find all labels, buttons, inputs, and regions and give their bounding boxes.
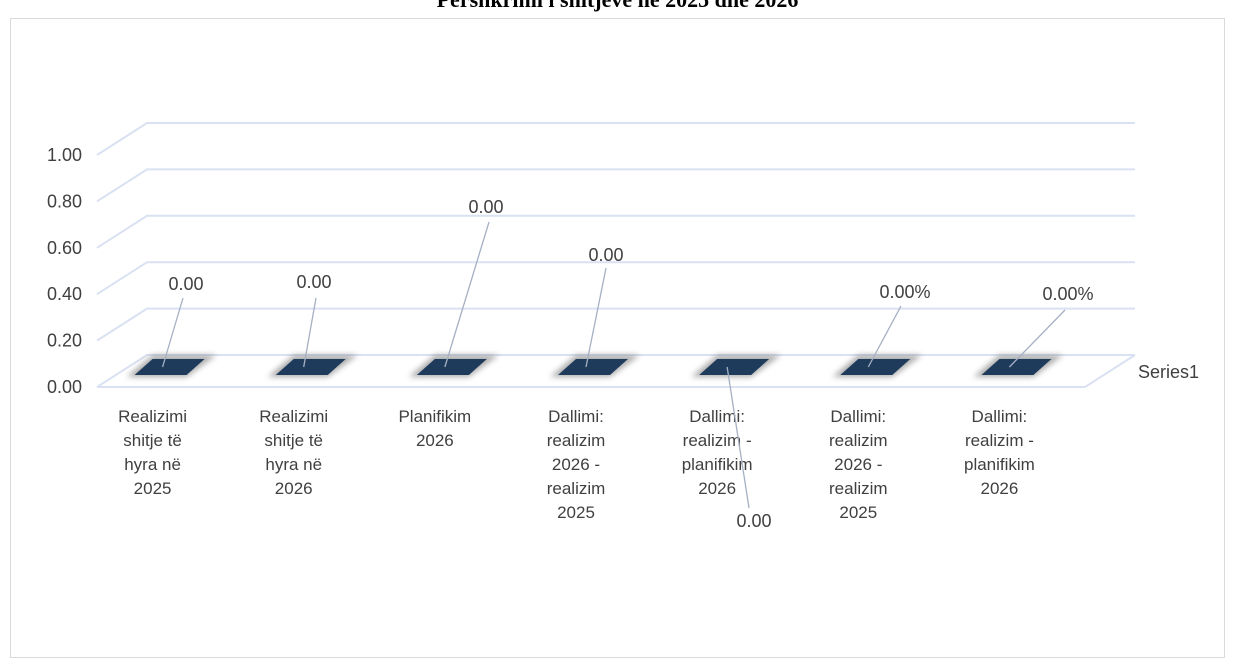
legend-series1: Series1 <box>1138 362 1199 382</box>
data-label: 0.00% <box>1042 284 1093 304</box>
data-label-leader <box>161 297 184 368</box>
x-category-label: Dallimi: realizim 2026 -realizim 2025 <box>829 407 888 522</box>
data-label: 0.00% <box>879 282 930 302</box>
x-category-label: Dallimi: realizim -planifikim 2026 <box>682 407 753 498</box>
y-tick-label: 0.20 <box>47 331 82 351</box>
x-category-label: Planifikim 2026 <box>398 407 471 450</box>
bar-chart-3d: 0.00 0.20 0.40 0.60 0.80 1.00 Series1 Realizimi… <box>47 122 1199 531</box>
bar <box>275 359 346 375</box>
data-label: 0.00 <box>296 272 331 292</box>
data-label: 0.00 <box>168 274 203 294</box>
gridline <box>96 354 1135 388</box>
x-category-label: Realizimi shitje të hyra në 2026 <box>259 407 328 498</box>
data-label-leader <box>444 221 490 368</box>
y-tick-label: 0.40 <box>47 284 82 304</box>
gridline <box>96 122 1135 156</box>
data-label-leader <box>585 267 607 368</box>
data-label-leader <box>867 305 902 368</box>
bar <box>558 359 628 375</box>
gridline <box>96 214 1135 249</box>
bar <box>699 359 770 375</box>
bar <box>981 359 1052 375</box>
y-tick-label: 0.00 <box>47 377 82 397</box>
y-tick-label: 0.80 <box>47 191 82 211</box>
y-tick-label: 0.60 <box>47 238 82 258</box>
bar <box>134 359 205 375</box>
bar <box>840 359 911 375</box>
y-tick-label: 1.00 <box>47 145 82 165</box>
x-category-label: Dallimi: realizim -planifikim 2026 <box>964 407 1035 498</box>
data-label-leader <box>1008 309 1066 368</box>
data-label-leader <box>726 366 750 509</box>
gridline <box>96 261 1135 296</box>
data-label: 0.00 <box>588 245 623 265</box>
data-label: 0.00 <box>468 197 503 217</box>
x-category-label: Dallimi: realizim 2026 -realizim 2025 <box>547 407 606 522</box>
chart-title: Pershkrimi i shitjeve ne 2025 dhe 2026 <box>0 0 1235 17</box>
data-label-leader <box>303 297 317 368</box>
gridline <box>96 168 1135 203</box>
gridline <box>96 307 1135 342</box>
floor-right-edge <box>1084 354 1136 388</box>
bar <box>416 359 487 375</box>
data-label: 0.00 <box>736 511 771 531</box>
x-category-label: Realizimi shitje të hyra në 2025 <box>118 407 187 498</box>
